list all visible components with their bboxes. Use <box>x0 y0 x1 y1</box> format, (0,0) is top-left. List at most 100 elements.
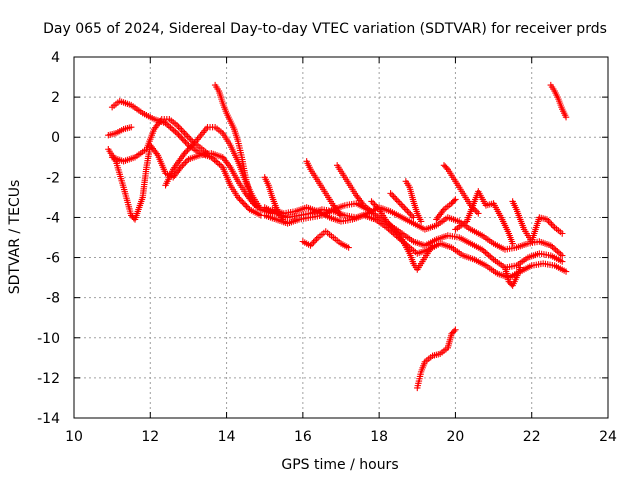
y-tick-label: -12 <box>37 371 60 387</box>
series-track-15 <box>333 162 375 215</box>
data-point <box>280 218 287 225</box>
x-axis-label: GPS time / hours <box>281 457 398 473</box>
y-tick-label: -4 <box>46 210 60 226</box>
data-point <box>402 206 410 213</box>
x-tick-label: 12 <box>141 429 159 445</box>
y-tick-label: 4 <box>51 50 60 66</box>
data-point <box>487 253 494 260</box>
data-point <box>236 195 243 203</box>
series-track-20 <box>501 264 524 289</box>
y-tick-label: 2 <box>51 90 60 106</box>
series-track-12 <box>547 81 570 121</box>
chart-title: Day 065 of 2024, Sidereal Day-to-day VTE… <box>43 21 607 37</box>
data-points <box>105 81 570 392</box>
data-point <box>237 197 245 204</box>
data-point <box>483 250 491 258</box>
y-tick-label: -6 <box>46 251 60 267</box>
data-point <box>239 198 246 206</box>
data-point <box>176 125 184 132</box>
data-point <box>554 248 561 255</box>
y-tick-label: -10 <box>37 331 60 347</box>
data-point <box>182 131 190 139</box>
data-point <box>185 145 193 152</box>
data-point <box>345 244 352 251</box>
data-point <box>253 204 261 211</box>
series-track-21 <box>433 196 459 223</box>
data-point <box>214 159 222 167</box>
data-point <box>184 147 191 154</box>
series-track-3 <box>108 115 211 165</box>
data-point <box>559 230 566 237</box>
x-tick-label: 18 <box>370 429 388 445</box>
data-point <box>128 123 135 131</box>
data-point <box>450 327 458 335</box>
series-track-18 <box>452 188 516 247</box>
data-point <box>443 164 450 172</box>
series-track-6 <box>211 81 261 211</box>
data-point <box>181 130 188 137</box>
data-point <box>187 144 194 151</box>
data-point <box>387 190 394 197</box>
y-tick-label: 0 <box>51 130 60 146</box>
data-point <box>213 158 220 165</box>
data-point <box>172 128 179 135</box>
y-tick-label: -2 <box>46 170 60 186</box>
data-point <box>182 148 190 155</box>
data-point <box>552 246 559 254</box>
data-point <box>180 160 188 168</box>
data-point <box>559 258 566 265</box>
data-point <box>393 196 400 203</box>
data-point <box>559 252 566 259</box>
data-point <box>550 245 558 252</box>
data-point <box>410 214 417 221</box>
data-point <box>240 200 247 207</box>
data-point <box>178 126 185 134</box>
data-point <box>313 235 320 243</box>
plot-frame <box>73 56 609 419</box>
x-tick-label: 24 <box>599 429 617 445</box>
data-point <box>188 142 195 149</box>
data-point <box>184 133 191 140</box>
x-tick-label: 20 <box>447 429 465 445</box>
data-point <box>337 212 345 219</box>
data-point <box>241 201 249 209</box>
data-point <box>517 264 524 271</box>
data-point <box>391 194 399 202</box>
data-point <box>401 204 408 212</box>
data-point <box>311 237 319 244</box>
data-point <box>182 139 189 146</box>
data-point <box>557 250 564 258</box>
data-point <box>475 210 482 217</box>
data-point <box>452 196 459 203</box>
series-track-23 <box>402 178 425 225</box>
series-track-19 <box>509 198 566 245</box>
data-point <box>176 133 184 140</box>
x-tick-label: 22 <box>523 429 541 445</box>
data-point <box>398 201 405 208</box>
data-point <box>548 221 555 228</box>
data-point <box>178 134 185 141</box>
x-tick-label: 16 <box>294 429 312 445</box>
data-point <box>216 161 223 168</box>
data-point <box>555 249 563 256</box>
data-point <box>429 242 436 249</box>
data-point <box>369 199 377 207</box>
data-point <box>562 113 570 121</box>
data-point <box>399 203 406 210</box>
data-point <box>179 128 187 135</box>
data-point <box>234 194 242 201</box>
data-point <box>390 193 397 200</box>
data-point <box>244 204 252 212</box>
data-point <box>175 131 182 138</box>
data-point <box>562 268 570 275</box>
data-point <box>450 197 458 204</box>
data-point <box>204 150 211 157</box>
data-point <box>509 240 516 247</box>
y-axis-label: SDTVAR / TECUs <box>7 180 23 295</box>
data-point <box>181 150 188 157</box>
data-point <box>482 249 489 256</box>
data-point <box>368 208 375 215</box>
x-tick-label: 14 <box>218 429 236 445</box>
y-tick-label: -14 <box>37 411 60 427</box>
